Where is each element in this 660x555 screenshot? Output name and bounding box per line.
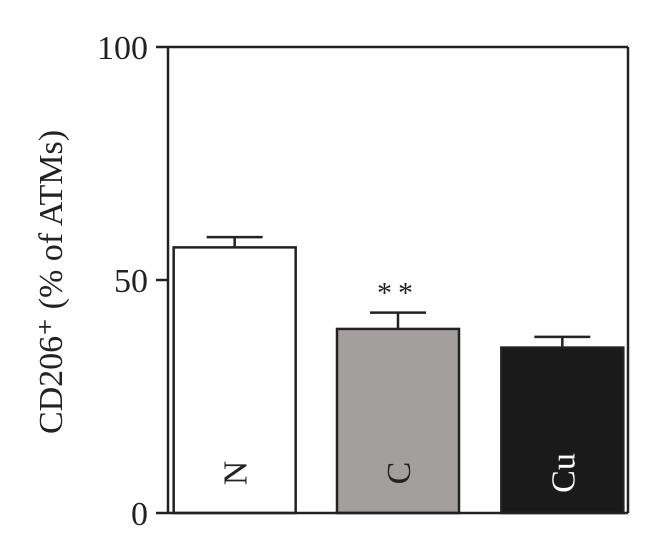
axes-layer [166,45,630,515]
bar [335,327,461,515]
y-axis-title: CD206⁺ (% of ATMs) [33,130,70,434]
bar-group-c: C ** [335,277,461,515]
y-tick-label: 50 [114,263,148,300]
category-label: C [381,462,418,485]
bar-group-n: N [172,235,297,515]
category-label: N [218,461,255,486]
bar [500,346,625,515]
bar-group-cu: Cu [500,335,625,515]
category-label: Cu [545,453,582,493]
bars-layer: N C ** Cu [172,235,625,515]
bar [172,246,297,515]
y-tick-label: 100 [97,30,148,67]
y-tick-label: 0 [131,496,148,533]
significance-annotation: ** [377,277,419,310]
y-ticks-layer: 0 50 100 [97,30,168,533]
